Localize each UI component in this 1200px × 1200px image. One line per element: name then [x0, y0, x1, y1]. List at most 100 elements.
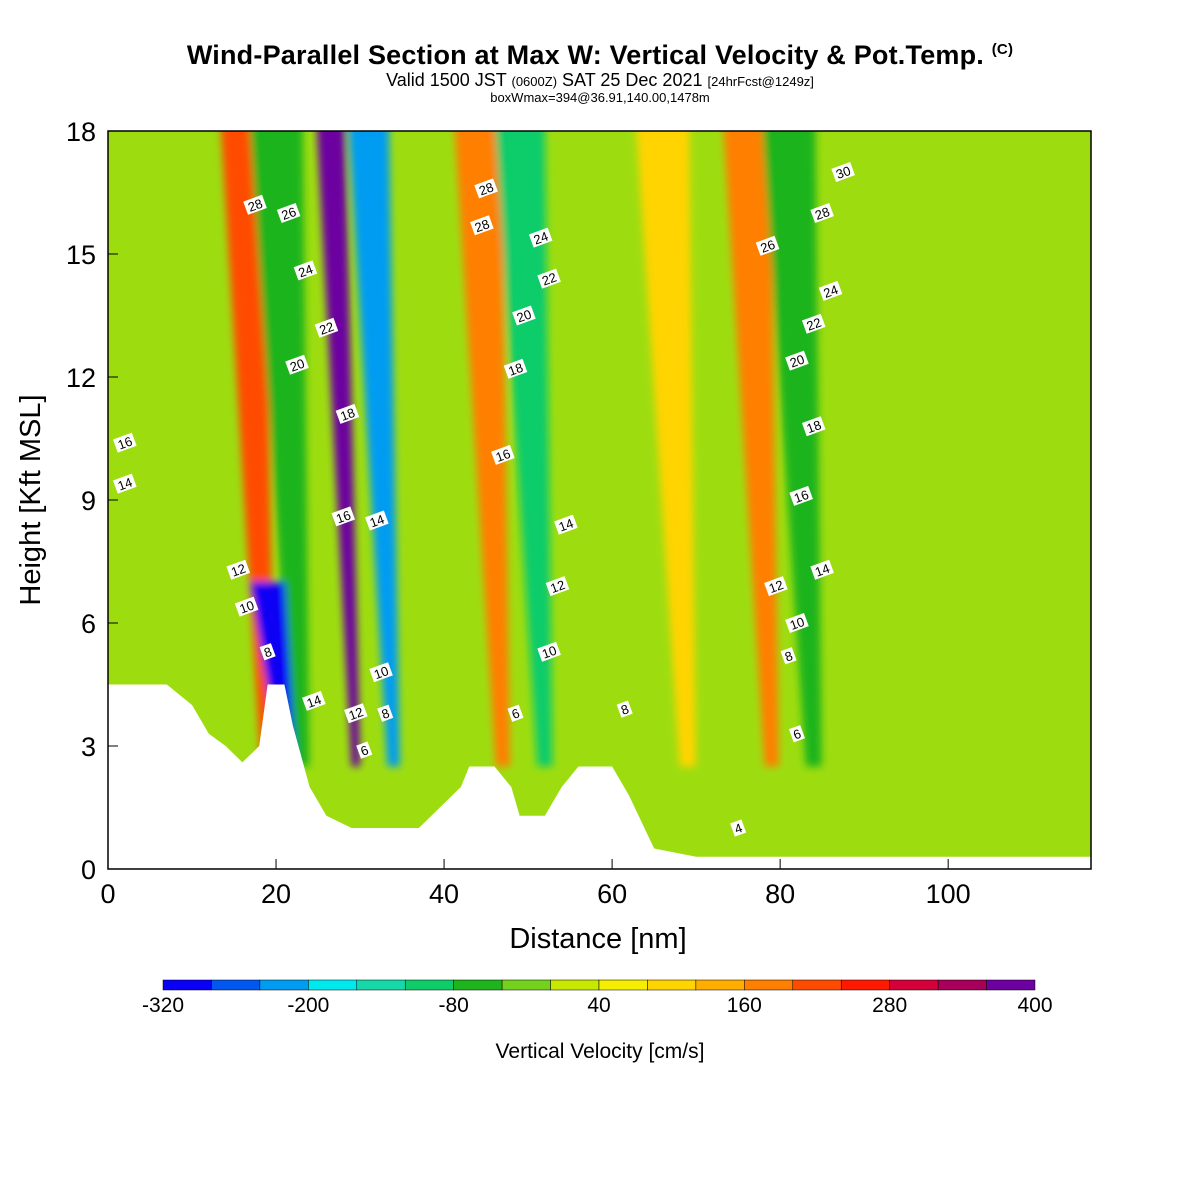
- theta-label-text: 14: [813, 561, 832, 580]
- theta-label-text: 6: [358, 742, 370, 759]
- theta-label-box: [755, 235, 780, 256]
- velocity-band: [348, 131, 400, 767]
- theta-label-box: [512, 305, 536, 326]
- theta-label-box: [344, 703, 368, 724]
- y-tick-label: 6: [81, 609, 96, 639]
- colorbar-tick-label: 160: [727, 994, 762, 1017]
- theta-label-box: [810, 203, 834, 223]
- theta-label: 10: [369, 662, 393, 683]
- theta-label: 10: [785, 613, 809, 633]
- theta-label-box: [554, 514, 578, 535]
- colorbar-label: Vertical Velocity [cm/s]: [496, 1040, 705, 1063]
- forecast-info: [24hrFcst@1249z]: [707, 74, 814, 89]
- theta-label-text: 20: [288, 356, 307, 375]
- velocity-band: [636, 131, 696, 767]
- theta-label-text: 28: [473, 216, 492, 235]
- theta-label: 20: [785, 350, 809, 371]
- theta-label-box: [285, 354, 309, 375]
- theta-label: 8: [780, 647, 797, 665]
- theta-label-text: 26: [758, 237, 777, 256]
- theta-label-box: [528, 227, 553, 248]
- theta-label-box: [785, 350, 809, 371]
- theta-label-box: [293, 260, 318, 281]
- theta-label-box: [801, 313, 826, 334]
- theta-label: 22: [314, 317, 339, 338]
- valid-utc: (0600Z): [511, 74, 558, 89]
- theta-label: 6: [356, 741, 373, 759]
- theta-label-text: 28: [477, 179, 496, 198]
- velocity-band: [316, 131, 361, 767]
- theta-label-text: 14: [305, 692, 324, 711]
- axes: 0 20 40 60 80 100 0 3 6 9 12 15 18: [66, 117, 971, 909]
- theta-label: 12: [226, 559, 251, 580]
- theta-label-text: 28: [813, 204, 832, 223]
- theta-label-text: 8: [379, 705, 391, 722]
- theta-label-box: [789, 485, 813, 506]
- theta-label-text: 8: [783, 648, 795, 665]
- theta-label-text: 16: [494, 446, 513, 465]
- colorbar-swatch: [162, 979, 212, 991]
- theta-label-text: 10: [372, 663, 391, 682]
- terrain-mask: [108, 684, 1091, 869]
- theta-label-text: 12: [229, 561, 248, 580]
- x-axis-label: Distance [nm]: [509, 923, 686, 955]
- theta-label: 6: [507, 704, 524, 722]
- theta-label: 22: [537, 268, 561, 289]
- theta-label: 12: [344, 703, 368, 724]
- theta-label-box: [356, 741, 373, 759]
- x-tick-label: 100: [926, 879, 971, 909]
- chart-header: Wind-Parallel Section at Max W: Vertical…: [0, 40, 1200, 104]
- valid-time: Valid 1500 JST (0600Z) SAT 25 Dec 2021 […: [0, 71, 1200, 91]
- x-tick-label: 60: [597, 879, 627, 909]
- theta-label-box: [302, 690, 326, 711]
- theta-label-text: 8: [619, 701, 631, 718]
- theta-label-box: [801, 416, 826, 437]
- colorbar-tick-label: -200: [287, 994, 329, 1017]
- theta-label-text: 18: [506, 360, 525, 379]
- field-bands: [221, 131, 822, 808]
- valid-date: SAT 25 Dec 2021: [562, 70, 703, 90]
- theta-label: 10: [537, 641, 561, 662]
- theta-label: 28: [474, 178, 498, 199]
- x-tick-label: 80: [765, 879, 795, 909]
- theta-label-box: [474, 178, 498, 199]
- theta-label-text: 22: [317, 319, 336, 338]
- y-tick-label: 0: [81, 855, 96, 885]
- y-tick-label: 9: [81, 486, 96, 516]
- theta-label: 8: [259, 643, 276, 660]
- theta-label-box: [785, 613, 809, 633]
- theta-label: 20: [285, 354, 309, 375]
- theta-label-box: [243, 194, 267, 215]
- theta-label: 14: [302, 690, 326, 711]
- colorbar-swatch: [647, 979, 697, 991]
- velocity-band: [454, 131, 510, 767]
- theta-label: 8: [377, 704, 394, 722]
- colorbar: -320 -200 -80 40 160 280 400: [142, 979, 1053, 1017]
- colorbar-swatch: [889, 979, 939, 991]
- theta-label-box: [234, 596, 259, 617]
- x-tick-label: 0: [100, 879, 115, 909]
- y-axis-label: Height [Kft MSL]: [15, 394, 47, 605]
- theta-label-box: [810, 559, 834, 580]
- theta-label-box: [335, 403, 360, 424]
- colorbar-swatch: [792, 979, 842, 991]
- theta-label-box: [491, 444, 515, 465]
- theta-label: 14: [365, 510, 389, 531]
- colorbar-swatch: [404, 979, 454, 991]
- theta-label-box: [113, 473, 137, 494]
- theta-label: 22: [801, 313, 826, 334]
- chart-title-text: Wind-Parallel Section at Max W: Vertical…: [186, 40, 985, 70]
- theta-label-text: 16: [334, 507, 353, 526]
- theta-label-text: 12: [347, 704, 366, 723]
- theta-label: 10: [234, 596, 259, 617]
- colorbar-swatch: [356, 979, 406, 991]
- theta-label: 18: [335, 403, 360, 424]
- theta-label-box: [764, 576, 788, 597]
- theta-label-box: [831, 162, 855, 182]
- theta-label: 28: [810, 203, 834, 223]
- velocity-band: [723, 131, 779, 767]
- theta-label-text: 16: [116, 434, 135, 453]
- colorbar-tick-label: 40: [587, 994, 610, 1017]
- theta-label: 20: [512, 305, 536, 326]
